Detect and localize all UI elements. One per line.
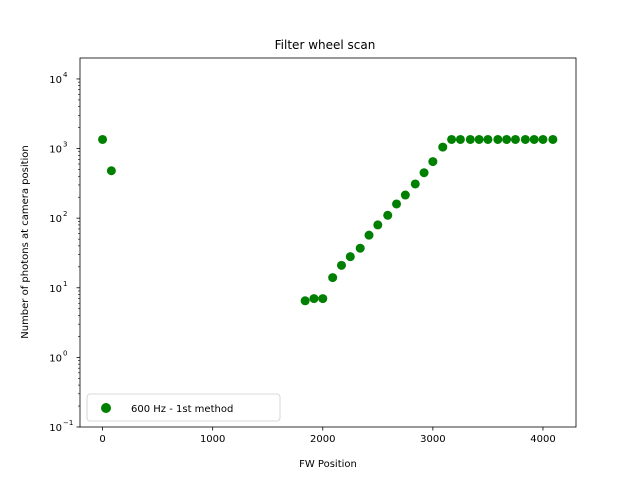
x-tick-label: 0	[99, 434, 105, 445]
scatter-point	[502, 134, 512, 144]
scatter-point	[373, 220, 383, 230]
scatter-point	[419, 168, 429, 178]
scatter-point	[328, 273, 338, 283]
scatter-point	[345, 252, 355, 262]
scatter-point	[364, 230, 374, 240]
x-tick-label: 1000	[200, 434, 225, 445]
x-tick-label: 2000	[310, 434, 335, 445]
chart-title: Filter wheel scan	[275, 38, 376, 52]
y-tick-exponent: 1	[63, 280, 67, 288]
y-tick-label: 10	[49, 214, 62, 225]
legend: 600 Hz - 1st method	[86, 393, 281, 422]
scatter-point	[474, 134, 484, 144]
y-tick-exponent: −1	[63, 419, 73, 427]
legend-box	[86, 393, 281, 422]
y-tick-label: 10	[49, 145, 62, 156]
x-tick-label: 3000	[420, 434, 445, 445]
x-axis-ticks: 0 1000 2000 3000 4000	[99, 427, 556, 445]
y-tick-exponent: 2	[63, 210, 67, 218]
scatter-point	[428, 157, 438, 167]
scatter-point	[383, 210, 393, 220]
x-axis-label: FW Position	[299, 459, 357, 470]
scatter-point	[510, 134, 520, 144]
y-tick-exponent: 3	[63, 141, 67, 149]
scatter-point	[493, 134, 503, 144]
data-points	[98, 134, 558, 306]
scatter-point	[336, 260, 346, 270]
x-tick-label: 4000	[530, 434, 555, 445]
y-tick-exponent: 4	[63, 71, 68, 79]
scatter-point	[300, 296, 310, 306]
scatter-point	[483, 134, 493, 144]
legend-marker	[101, 403, 111, 413]
scatter-point	[410, 179, 420, 189]
scatter-point	[538, 134, 548, 144]
scatter-point	[309, 294, 319, 304]
plot-area-frame	[79, 57, 577, 428]
legend-label: 600 Hz - 1st method	[131, 404, 233, 415]
scatter-point	[438, 142, 448, 152]
scatter-point	[106, 166, 116, 176]
y-tick-label: 10	[49, 284, 62, 295]
scatter-point	[548, 134, 558, 144]
y-tick-exponent: 0	[63, 349, 67, 357]
scatter-point	[520, 134, 530, 144]
y-axis-label: Number of photons at camera position	[20, 145, 31, 339]
scatter-point	[355, 243, 365, 253]
scatter-point	[400, 190, 410, 200]
scatter-point	[465, 134, 475, 144]
y-tick-label: 10	[49, 75, 62, 86]
scatter-point	[318, 294, 328, 304]
scatter-point	[455, 134, 465, 144]
scatter-point	[392, 199, 402, 209]
scatter-point	[447, 134, 457, 144]
scatter-point	[529, 134, 539, 144]
y-tick-label: 10	[49, 353, 62, 364]
scatter-point	[98, 134, 108, 144]
y-tick-label: 10	[49, 423, 62, 434]
